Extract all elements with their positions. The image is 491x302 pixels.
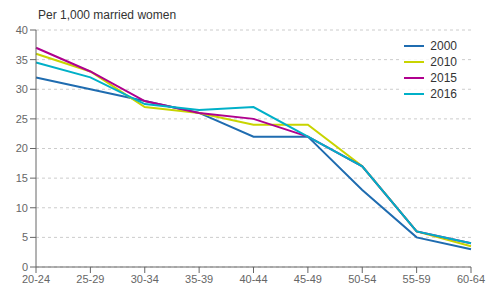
svg-text:20: 20 xyxy=(16,142,28,154)
svg-text:25-29: 25-29 xyxy=(76,273,104,285)
svg-text:35-39: 35-39 xyxy=(185,273,213,285)
svg-text:40-44: 40-44 xyxy=(239,273,267,285)
svg-text:45-49: 45-49 xyxy=(294,273,322,285)
svg-text:20-24: 20-24 xyxy=(22,273,50,285)
svg-text:10: 10 xyxy=(16,202,28,214)
svg-text:50-54: 50-54 xyxy=(348,273,376,285)
svg-text:40: 40 xyxy=(16,24,28,36)
svg-text:5: 5 xyxy=(22,231,28,243)
svg-text:35: 35 xyxy=(16,54,28,66)
html-text:Per 1,000 married women: Per 1,000 married women xyxy=(38,8,177,22)
svg-text:0: 0 xyxy=(22,261,28,273)
svg-text:30: 30 xyxy=(16,83,28,95)
html-text:2010: 2010 xyxy=(430,55,457,69)
html-text:2016: 2016 xyxy=(430,87,457,101)
svg-text:30-34: 30-34 xyxy=(131,273,159,285)
svg-text:55-59: 55-59 xyxy=(403,273,431,285)
svg-text:15: 15 xyxy=(16,172,28,184)
html-text:2000: 2000 xyxy=(430,39,457,53)
html-text:2015: 2015 xyxy=(430,71,457,85)
svg-text:60-64: 60-64 xyxy=(457,273,483,285)
svg-text:25: 25 xyxy=(16,113,28,125)
